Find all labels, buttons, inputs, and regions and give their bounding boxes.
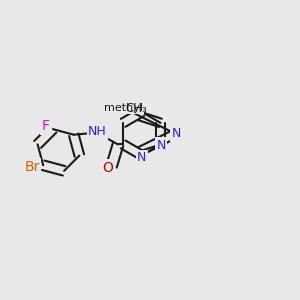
Text: NH: NH bbox=[88, 125, 107, 139]
Text: F: F bbox=[41, 119, 50, 133]
Text: N: N bbox=[137, 151, 146, 164]
Text: O: O bbox=[103, 160, 113, 175]
Text: N: N bbox=[157, 139, 166, 152]
Text: methyl: methyl bbox=[104, 103, 143, 113]
Text: CH₃: CH₃ bbox=[125, 101, 147, 115]
Text: Br: Br bbox=[24, 160, 40, 174]
Text: N: N bbox=[171, 127, 181, 140]
